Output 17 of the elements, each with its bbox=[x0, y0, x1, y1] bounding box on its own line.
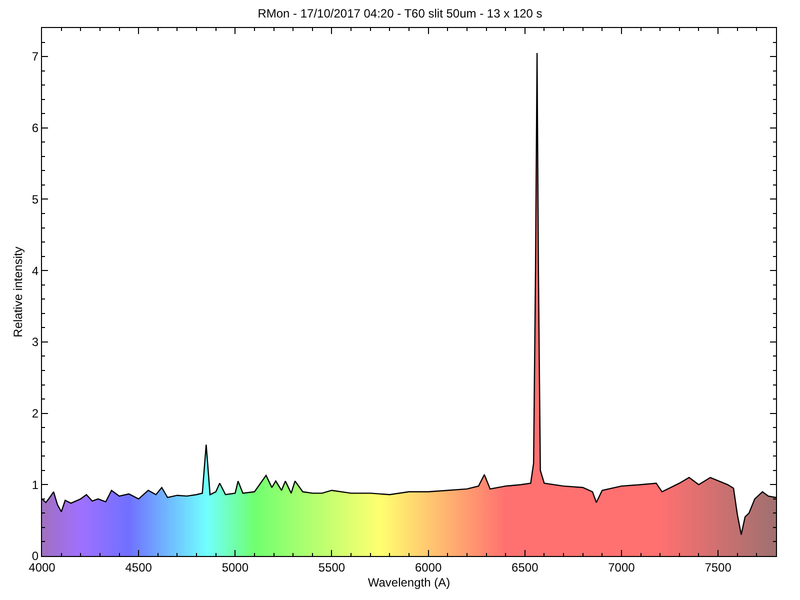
x-tick-label: 5500 bbox=[318, 560, 346, 574]
y-tick-label: 7 bbox=[32, 50, 39, 64]
x-tick-label: 4500 bbox=[125, 560, 152, 574]
x-tick-label: 6000 bbox=[414, 560, 442, 574]
y-tick-label: 3 bbox=[32, 335, 39, 350]
y-tick-label: 1 bbox=[32, 478, 39, 492]
x-tick-label: 7000 bbox=[608, 560, 636, 574]
x-axis-title: Wavelength (A) bbox=[368, 575, 450, 590]
y-axis-title: Relative intensity bbox=[11, 246, 26, 338]
y-tick-label: 5 bbox=[32, 192, 39, 206]
x-tick-label: 5000 bbox=[222, 560, 249, 574]
y-tick-label: 6 bbox=[32, 121, 39, 136]
x-tick-label: 6500 bbox=[512, 560, 539, 574]
chart-title: RMon - 17/10/2017 04:20 - T60 slit 50um - 13 x 120 s bbox=[258, 6, 542, 20]
y-tick-label: 4 bbox=[32, 264, 39, 278]
y-tick-label: 2 bbox=[32, 406, 39, 420]
x-tick-label: 7500 bbox=[704, 560, 732, 574]
